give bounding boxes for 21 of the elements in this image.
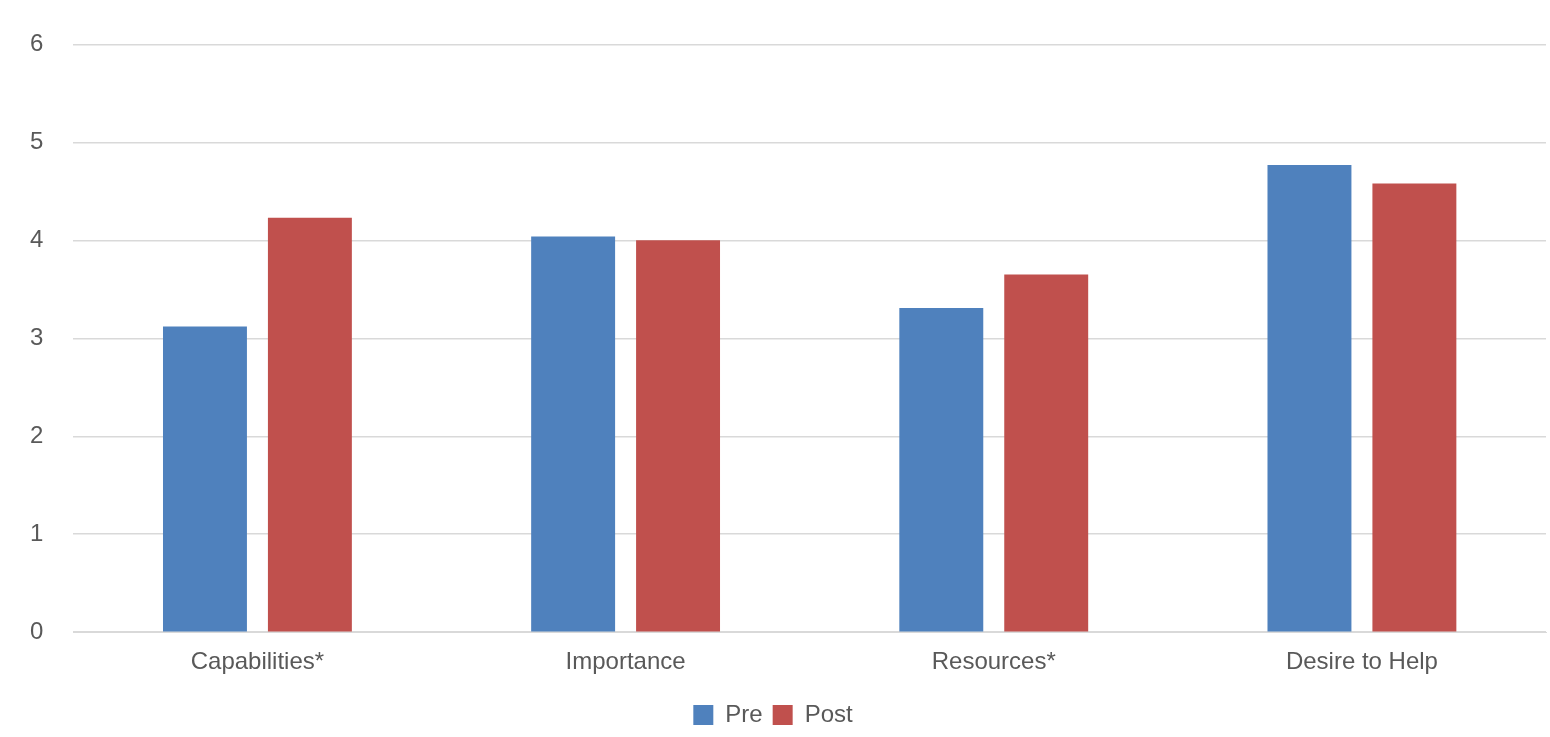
- y-tick-label: 5: [29, 126, 44, 154]
- bar: [531, 236, 616, 632]
- bar: [1004, 274, 1089, 632]
- y-tick-label: 3: [29, 322, 44, 350]
- x-tick-label: Importance: [565, 647, 686, 675]
- bar: [899, 307, 984, 632]
- x-tick-label: Capabilities*: [190, 647, 325, 675]
- y-tick-label: 2: [29, 420, 44, 448]
- bar: [636, 240, 721, 632]
- bar: [1372, 183, 1457, 632]
- bar: [267, 217, 352, 632]
- legend-label: Pre: [725, 699, 763, 727]
- y-tick-label: 6: [29, 29, 44, 57]
- y-tick-label: 1: [29, 518, 44, 546]
- y-tick-label: 0: [29, 616, 44, 644]
- bar: [163, 326, 247, 632]
- x-tick-label: Resources*: [931, 647, 1056, 675]
- x-tick-label: Desire to Help: [1285, 647, 1438, 675]
- legend-label: Post: [804, 699, 854, 727]
- bar: [1267, 164, 1352, 632]
- y-tick-label: 4: [29, 224, 44, 252]
